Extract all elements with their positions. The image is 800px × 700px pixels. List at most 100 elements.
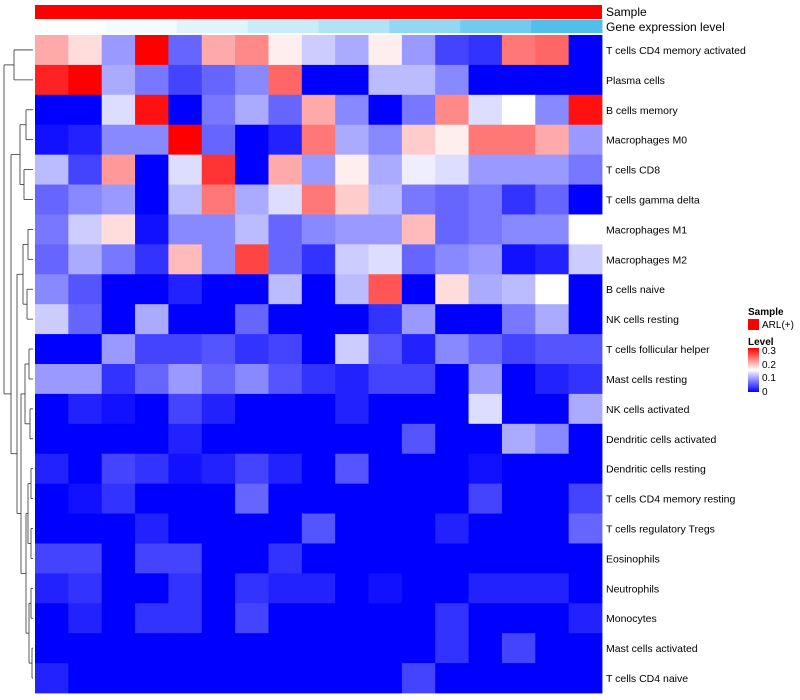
sample-track-bar: [35, 5, 602, 19]
heatmap-cell: [401, 483, 436, 514]
heatmap-cell: [135, 274, 169, 305]
heatmap-cell: [501, 393, 536, 425]
heatmap-cell: [201, 244, 236, 275]
heatmap-cell: [101, 334, 136, 365]
heatmap-cell: [35, 35, 69, 66]
heatmap-cell: [35, 423, 69, 455]
legend-tick-0: 0.3: [762, 346, 776, 357]
heatmap-cell: [468, 274, 503, 305]
heatmap-cell: [301, 64, 336, 96]
heatmap-cell: [335, 393, 369, 425]
heatmap-cell: [168, 214, 203, 245]
heatmap-cell: [568, 154, 603, 185]
heatmap-cell: [35, 663, 69, 694]
heatmap-cell: [501, 94, 536, 126]
heatmap-cell: [35, 573, 69, 604]
heatmap-cell: [201, 64, 236, 96]
heatmap-cell: [568, 663, 603, 694]
heatmap-cell: [535, 423, 570, 455]
heatmap-cell: [435, 423, 469, 455]
heatmap-cell: [568, 124, 603, 156]
heatmap-cell: [201, 513, 236, 544]
heatmap-cell: [468, 214, 503, 245]
expression-track-segment: [176, 20, 249, 33]
heatmap-cell: [301, 573, 336, 604]
heatmap-cell: [235, 304, 269, 335]
heatmap-cell: [101, 423, 136, 455]
expression-track-segment: [531, 20, 603, 33]
heatmap-cell: [535, 633, 570, 664]
heatmap-cell: [201, 393, 236, 425]
heatmap-cell: [168, 483, 203, 514]
row-label: Macrophages M1: [606, 224, 687, 236]
heatmap-cell: [168, 124, 203, 156]
row-label: T cells regulatory Tregs: [606, 524, 715, 536]
heatmap-cell: [35, 334, 69, 365]
heatmap-cell: [68, 573, 103, 604]
legend-level-colorbar: [748, 348, 759, 392]
row-dendrogram: [3, 49, 33, 679]
heatmap-cell: [201, 483, 236, 514]
heatmap-cell: [535, 35, 570, 66]
heatmap-cell: [468, 124, 503, 156]
legend-sample-swatch: [748, 319, 759, 330]
legend-tick-1: 0.2: [762, 360, 776, 371]
heatmap-cell: [501, 124, 536, 156]
heatmap-cell: [35, 244, 69, 275]
row-label: Monocytes: [606, 613, 657, 625]
heatmap-cell: [101, 94, 136, 126]
heatmap-cell: [101, 244, 136, 275]
heatmap-cell: [268, 543, 303, 574]
heatmap-cell: [301, 633, 336, 664]
heatmap-cell: [268, 603, 303, 634]
legend-tick-3: 0: [762, 387, 768, 398]
heatmap-cell: [335, 603, 369, 634]
heatmap-cell: [468, 154, 503, 185]
heatmap-cell: [435, 154, 469, 185]
row-label: T cells CD4 naive: [606, 673, 688, 685]
heatmap-cell: [435, 513, 469, 544]
heatmap-cell: [135, 573, 169, 604]
heatmap-cell: [401, 663, 436, 694]
heatmap-cell: [368, 244, 403, 275]
heatmap-cell: [268, 184, 303, 215]
heatmap-cell: [35, 304, 69, 335]
row-label: B cells naive: [606, 284, 665, 296]
heatmap-cell: [201, 184, 236, 215]
heatmap-cell: [101, 304, 136, 335]
heatmap-cell: [435, 573, 469, 604]
heatmap-cell: [368, 393, 403, 425]
expression-track-segment: [460, 20, 532, 33]
heatmap-cell: [568, 184, 603, 215]
heatmap-cell: [101, 393, 136, 425]
heatmap-cell: [301, 154, 336, 185]
heatmap-cell: [501, 423, 536, 455]
heatmap-cell: [68, 35, 103, 66]
heatmap-cell: [535, 124, 570, 156]
heatmap-cell: [401, 214, 436, 245]
heatmap-cell: [435, 364, 469, 395]
heatmap-cell: [501, 154, 536, 185]
heatmap-cell: [468, 513, 503, 544]
heatmap-cell: [468, 663, 503, 694]
heatmap-cell: [101, 663, 136, 694]
heatmap-cell: [235, 543, 269, 574]
heatmap-cell: [535, 393, 570, 425]
heatmap-cell: [235, 244, 269, 275]
heatmap-cell: [501, 633, 536, 664]
heatmap-cell: [101, 453, 136, 485]
heatmap-cell: [568, 453, 603, 485]
heatmap-cell: [301, 244, 336, 275]
heatmap-cell: [168, 274, 203, 305]
heatmap-cell: [335, 573, 369, 604]
heatmap-cell: [435, 94, 469, 126]
heatmap-cell: [301, 453, 336, 485]
heatmap-cell: [201, 35, 236, 66]
heatmap-cell: [168, 423, 203, 455]
heatmap-cell: [568, 244, 603, 275]
heatmap-cell: [168, 543, 203, 574]
heatmap-cell: [101, 573, 136, 604]
heatmap-cell: [535, 184, 570, 215]
heatmap-cell: [268, 334, 303, 365]
heatmap-cell: [235, 603, 269, 634]
